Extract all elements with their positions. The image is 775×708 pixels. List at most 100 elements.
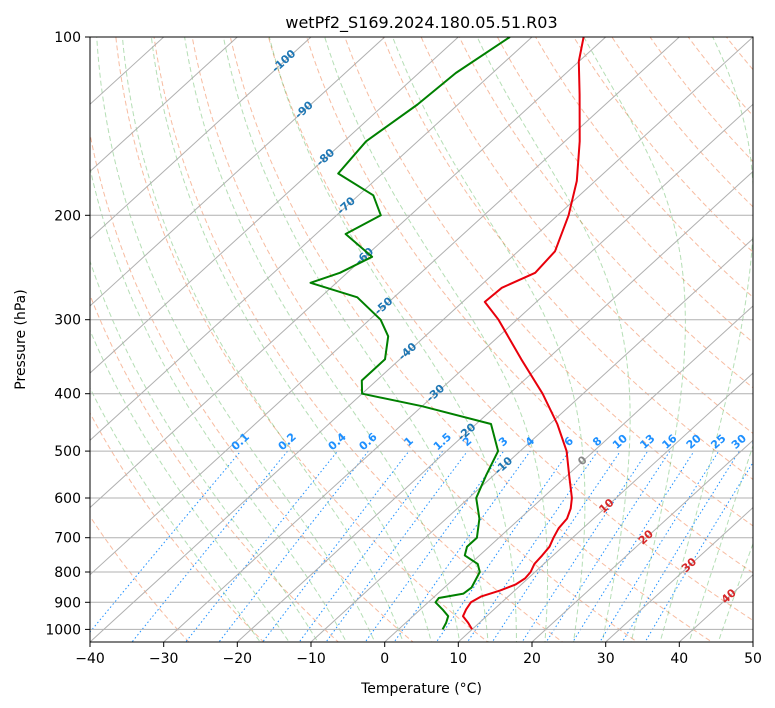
x-tick-label: −30 <box>149 651 179 667</box>
dry-adiabat <box>496 37 753 344</box>
isotherm-gridline <box>384 305 753 642</box>
mixing-ratio-line <box>644 461 753 642</box>
plot-frame <box>89 36 754 643</box>
moist-adiabat <box>268 37 517 642</box>
mixing-ratio-line <box>185 450 338 642</box>
isotherm-gridline <box>531 439 753 642</box>
moist-adiabat <box>121 37 404 642</box>
isotherm-gridline <box>90 37 238 173</box>
y-tick-label: 400 <box>54 387 81 403</box>
isotherm-gridline <box>90 37 459 374</box>
dry-adiabat <box>90 515 190 642</box>
y-tick-label: 900 <box>54 595 81 611</box>
dry-adiabat <box>115 37 489 642</box>
y-tick-label: 600 <box>54 491 81 507</box>
y-tick-label: 1000 <box>45 622 81 638</box>
mixing-ratio-label: 16 <box>660 432 680 452</box>
mixing-ratio-label: 1.5 <box>431 430 454 453</box>
isoline-labels: -100-90-80-70-60-50-40-30-20-100.1 0.2 0.4… <box>229 47 770 606</box>
mixing-ratio-label: 1 <box>401 434 415 449</box>
y-tick-label: 500 <box>54 444 81 460</box>
y-tick-label: 800 <box>54 565 81 581</box>
dry-adiabat <box>153 37 564 642</box>
mixing-ratio-label: 3 <box>496 434 510 449</box>
moist-adiabat <box>688 444 753 642</box>
mixing-ratio-line <box>218 450 369 642</box>
isotherm-gridline <box>90 37 312 240</box>
isotherm-gridline <box>90 37 533 442</box>
chart-title: wetPf2_S169.2024.180.05.51.R03 <box>285 13 557 33</box>
isotherm-gridline <box>457 372 753 642</box>
y-tick-label: 700 <box>54 531 81 547</box>
dry-adiabat <box>420 37 753 435</box>
isotherm-gridline <box>310 237 753 642</box>
moist-adiabat <box>717 542 753 642</box>
isotherm-gridline <box>236 170 753 642</box>
dry-adiabat <box>687 37 753 117</box>
dry-adiabat <box>458 37 753 389</box>
x-tick-label: 30 <box>597 651 615 667</box>
mixing-ratio-label: 0.4 <box>326 430 349 453</box>
mixing-ratio-label: 2 <box>460 434 474 449</box>
isotherm-gridline <box>90 37 680 576</box>
dry-adiabat <box>743 10 775 654</box>
x-axis: −40 −30 −20 −10 0 10 20 30 40 50 <box>75 642 762 667</box>
dry-adiabat <box>344 37 753 527</box>
moist-adiabat <box>90 328 290 642</box>
mixing-ratio-label: 0.6 <box>356 430 379 453</box>
dry-adiabat <box>382 37 753 481</box>
dry-adiabat <box>90 412 265 642</box>
isotherm-gridline <box>163 103 753 642</box>
x-tick-label: 10 <box>449 651 467 667</box>
isotherm-gridline <box>90 37 386 307</box>
isotherm-gridline <box>752 641 753 642</box>
dry-adiabat <box>229 37 713 642</box>
x-tick-label: 50 <box>744 651 762 667</box>
grid <box>90 37 753 642</box>
mixing-ratio-line <box>262 450 410 642</box>
mixing-ratio-label: 20 <box>684 432 704 452</box>
mixing-ratio-line <box>466 450 599 642</box>
x-tick-label: −20 <box>223 651 253 667</box>
dry-adiabat <box>649 37 753 163</box>
moist-adiabat <box>90 387 261 642</box>
x-tick-label: −40 <box>75 651 105 667</box>
mixing-ratio-line <box>521 450 649 642</box>
x-tick-label: 20 <box>523 651 541 667</box>
mixing-ratio-line <box>90 450 242 633</box>
mixing-ratio-line <box>435 450 570 642</box>
isotherm-label: -100 <box>269 47 298 75</box>
moist-adiabat <box>659 37 753 642</box>
mixing-ratio-label: 8 <box>590 434 604 449</box>
dry-adiabat <box>90 293 340 642</box>
temperature-profile <box>462 37 585 630</box>
mixing-ratio-line <box>545 450 671 642</box>
mixing-ratio-line <box>491 450 621 642</box>
moist-adiabat <box>184 37 461 642</box>
mixing-ratio-line <box>393 450 531 642</box>
dry-adiabat <box>611 37 753 208</box>
mixing-ratio-label: 13 <box>637 432 657 452</box>
mixing-ratio-label: 30 <box>729 432 749 452</box>
mixing-ratio-label: 25 <box>708 432 728 452</box>
isotherm-gridline <box>605 506 753 642</box>
mixing-ratio-label: 36 <box>750 432 770 452</box>
x-tick-label: −10 <box>296 651 326 667</box>
y-tick-label: 200 <box>54 208 81 224</box>
moist-adiabat <box>90 259 319 642</box>
dry-adiabat <box>535 37 753 298</box>
profiles <box>309 37 585 630</box>
y-axis: 100 200 300 400 500 600 700 800 900 1000 <box>45 30 90 638</box>
x-axis-label: Temperature (°C) <box>360 681 482 697</box>
mixing-ratio-label: 0.1 <box>229 430 252 453</box>
dewpoint-profile <box>309 37 511 630</box>
moist-adiabat <box>96 37 376 642</box>
mixing-ratio-label: 10 <box>610 432 630 452</box>
isotherm-gridline <box>90 37 607 509</box>
x-tick-label: 40 <box>670 651 688 667</box>
dry-adiabat <box>267 37 753 622</box>
isotherm-gridline <box>90 37 753 642</box>
dry-adiabat <box>573 37 753 253</box>
dry-adiabat <box>191 37 638 642</box>
